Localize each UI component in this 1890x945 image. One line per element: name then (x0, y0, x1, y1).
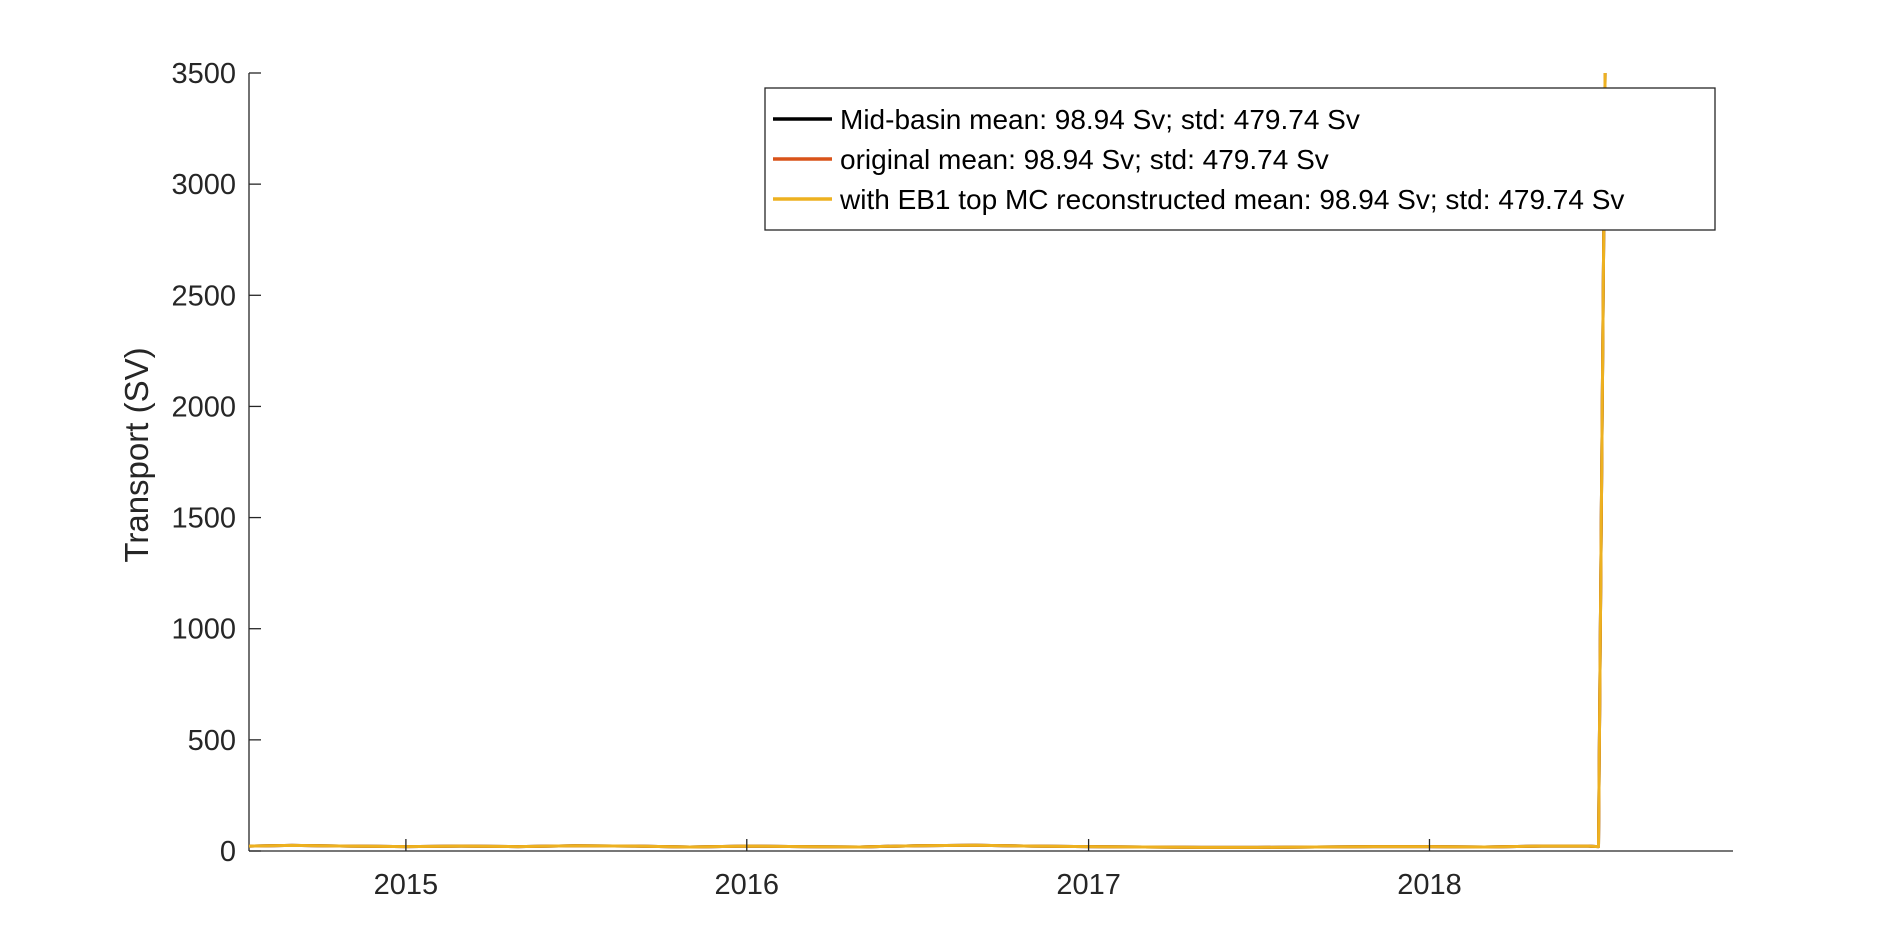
legend-item[interactable]: Mid-basin mean: 98.94 Sv; std: 479.74 Sv (773, 104, 1360, 135)
y-tick-label: 2000 (171, 391, 236, 423)
y-ticks: 0 500 1000 1500 2000 2500 3000 3500 (171, 58, 261, 868)
legend-items: Mid-basin mean: 98.94 Sv; std: 479.74 Sv… (773, 104, 1624, 215)
y-tick-label: 1000 (171, 614, 236, 646)
legend-label: with EB1 top MC reconstructed mean: 98.9… (839, 184, 1624, 215)
series-line-3 (248, 72, 1607, 849)
y-tick-label: 2500 (171, 280, 236, 312)
x-tick-label: 2016 (715, 869, 780, 901)
y-tick-label: 3000 (171, 169, 236, 201)
legend[interactable]: Mid-basin mean: 98.94 Sv; std: 479.74 Sv… (764, 87, 1716, 231)
y-tick-label: 1500 (171, 503, 236, 535)
x-tick-label: 2018 (1397, 869, 1462, 901)
legend-box (764, 87, 1716, 231)
legend-label: Mid-basin mean: 98.94 Sv; std: 479.74 Sv (840, 104, 1360, 135)
y-tick-label: 0 (220, 836, 236, 868)
y-tick-label: 3500 (171, 58, 236, 90)
legend-item[interactable]: with EB1 top MC reconstructed mean: 98.9… (773, 184, 1624, 215)
series-layer (248, 72, 1607, 849)
plot-area: 2015 2016 2017 2018 0 500 1000 1500 2000 2500 300… (171, 58, 1733, 901)
x-ticks: 2015 2016 2017 2018 (374, 839, 1462, 901)
legend-label: original mean: 98.94 Sv; std: 479.74 Sv (840, 144, 1329, 175)
y-tick-label: 500 (188, 725, 236, 757)
x-tick-label: 2015 (374, 869, 439, 901)
y-axis-title: Transport (SV) (118, 347, 155, 562)
x-tick-label: 2017 (1056, 869, 1121, 901)
legend-item[interactable]: original mean: 98.94 Sv; std: 479.74 Sv (773, 144, 1329, 175)
